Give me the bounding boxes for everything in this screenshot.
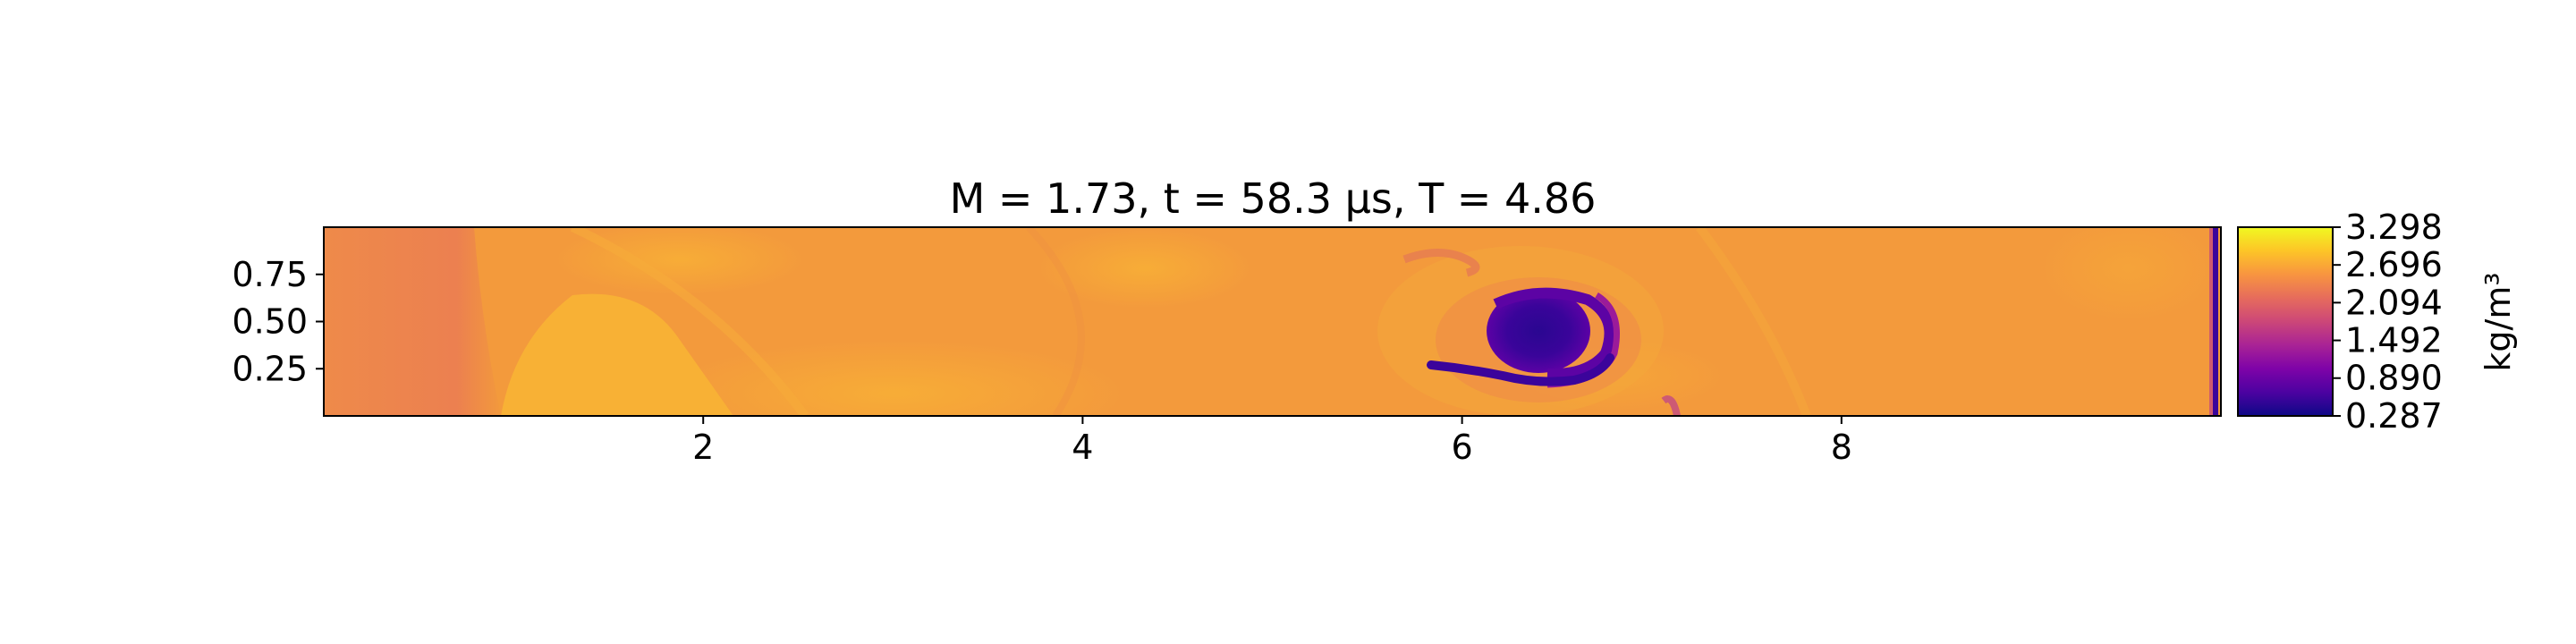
x-tick-label: 2 bbox=[692, 428, 714, 467]
colorbar-tick-label: 2.094 bbox=[2345, 283, 2443, 322]
colorbar-tick-label: 0.890 bbox=[2345, 359, 2443, 398]
colorbar-tick-label: 1.492 bbox=[2345, 321, 2443, 360]
left-shocked-band bbox=[324, 227, 501, 416]
x-tick-label: 8 bbox=[1831, 428, 1852, 467]
colorbar-tick-label: 0.287 bbox=[2345, 396, 2443, 436]
x-axis: 2 4 6 8 bbox=[692, 416, 1852, 467]
vortex-ring bbox=[1493, 287, 1615, 380]
right-boundary-strip bbox=[2213, 227, 2218, 416]
y-axis: 0.25 0.50 0.75 bbox=[232, 255, 324, 388]
warm-region bbox=[555, 227, 805, 295]
chart-title: M = 1.73, t = 58.3 μs, T = 4.86 bbox=[950, 174, 1597, 223]
x-tick-label: 6 bbox=[1452, 428, 1473, 467]
vortex-wisp bbox=[1402, 249, 1480, 277]
colorbar-label: kg/m³ bbox=[2479, 272, 2518, 371]
wave-structure bbox=[570, 227, 809, 416]
density-heatmap bbox=[324, 227, 2221, 416]
y-tick-label: 0.25 bbox=[232, 349, 308, 388]
right-boundary-strip bbox=[2209, 227, 2213, 416]
colorbar-tick-label: 3.298 bbox=[2345, 208, 2443, 247]
wave-structure bbox=[1696, 227, 1811, 416]
warm-region bbox=[1038, 228, 1252, 309]
vortex-tail bbox=[1427, 353, 1614, 386]
y-tick-label: 0.75 bbox=[232, 255, 308, 294]
vortex-core bbox=[1487, 289, 1590, 373]
y-tick-label: 0.50 bbox=[232, 302, 308, 342]
warm-region bbox=[662, 340, 1127, 416]
wave-structure bbox=[1026, 227, 1085, 416]
colorbar-tick-label: 2.696 bbox=[2345, 245, 2443, 284]
x-tick-label: 4 bbox=[1072, 428, 1093, 467]
warm-region bbox=[2039, 227, 2218, 322]
vortex-wisp bbox=[1661, 395, 1681, 416]
colorbar bbox=[2237, 226, 2334, 417]
